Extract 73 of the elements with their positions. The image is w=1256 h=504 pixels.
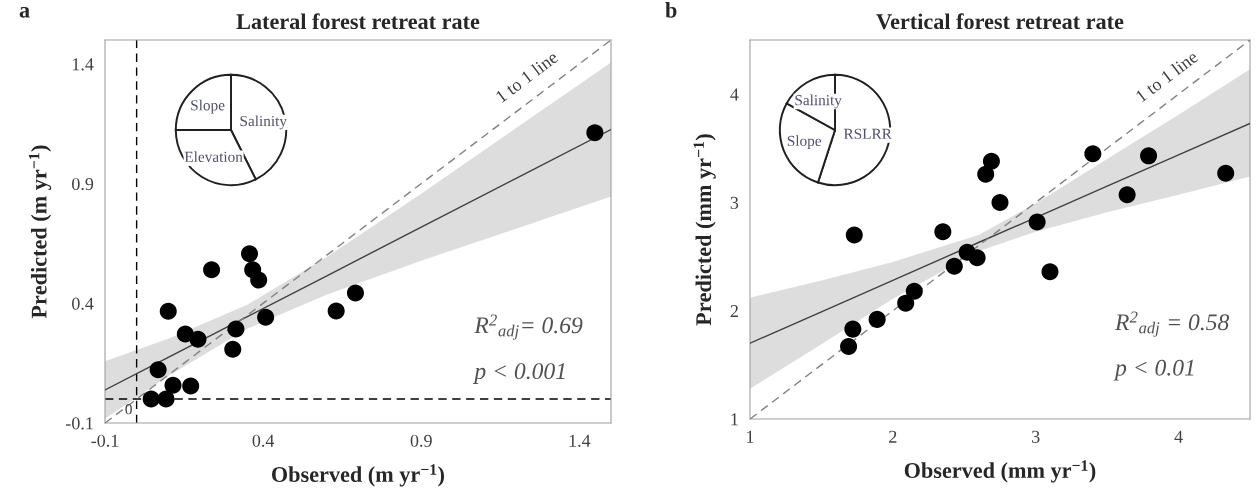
- line-series: [105, 128, 611, 391]
- point: [868, 310, 886, 328]
- point: [224, 340, 242, 358]
- ref-line-label: 0: [125, 404, 132, 415]
- y-tick-label: 4: [730, 88, 739, 101]
- annotation: p < 0.001: [473, 363, 565, 384]
- point: [142, 390, 160, 408]
- x-axis-title: Observed (mm yr$^{−1}$): [904, 460, 1096, 483]
- annotation: 1 to 1 line: [1134, 49, 1199, 103]
- point: [346, 284, 364, 302]
- point: [1084, 145, 1102, 163]
- y-tick-label: 0.4: [72, 297, 94, 310]
- y-axis-title: Predicted (mm yr$^{−1}$): [693, 134, 716, 326]
- annotation: 1 to 1 line: [494, 50, 559, 103]
- point: [1118, 186, 1136, 204]
- point: [149, 361, 167, 379]
- point: [159, 302, 177, 320]
- slice-label: Salinity: [795, 94, 842, 109]
- point: [897, 294, 915, 312]
- x-tick-label: 0.9: [410, 434, 432, 447]
- x-tick-label: 2: [889, 430, 897, 443]
- y-axis-title: Predicted (m yr$^{−1}$): [28, 145, 52, 319]
- x-tick-label: -0.1: [91, 434, 119, 447]
- point: [982, 152, 1000, 170]
- x-axis-title: Observed (m yr$^{−1}$): [271, 464, 444, 487]
- point: [845, 226, 863, 244]
- point: [227, 320, 245, 338]
- slice-label: RSLRR: [843, 128, 892, 140]
- point: [1028, 213, 1046, 231]
- annotation: p < 0.01: [1113, 359, 1194, 381]
- point: [182, 377, 200, 395]
- point: [257, 308, 275, 326]
- point: [934, 223, 952, 241]
- point: [327, 302, 345, 320]
- point: [189, 330, 207, 348]
- slice-label: Slope: [191, 99, 225, 114]
- point: [250, 271, 268, 289]
- point: [991, 193, 1009, 211]
- x-tick-label: 1.4: [569, 434, 591, 447]
- y-tick-label: 0.9: [72, 177, 94, 191]
- text: a: [19, 6, 30, 18]
- x-tick-label: 4: [1174, 430, 1183, 443]
- annotation: R$^{2}$$_{adj}$= 0.69: [474, 314, 583, 340]
- point: [840, 337, 858, 355]
- annotation: R$^{2}$$_{adj}$ = 0.58: [1114, 311, 1230, 337]
- line-series: [750, 122, 1250, 344]
- slice-label: Salinity: [240, 115, 287, 130]
- chart-title: Vertical forest retreat rate: [876, 13, 1124, 30]
- point: [977, 165, 995, 183]
- point: [844, 320, 862, 338]
- point: [1041, 263, 1059, 281]
- y-tick-label: 1.4: [72, 58, 94, 71]
- point: [1217, 164, 1235, 182]
- y-tick-label: 3: [730, 196, 739, 209]
- y-tick-label: -0.1: [65, 417, 93, 430]
- x-tick-label: 3: [1032, 430, 1040, 443]
- x-tick-label: 0.4: [252, 434, 275, 447]
- y-tick-label: 1: [731, 413, 738, 426]
- point: [203, 261, 221, 279]
- point: [241, 245, 259, 263]
- x-tick-label: 1: [747, 430, 754, 443]
- slice-label: Elevation: [184, 151, 243, 163]
- point: [164, 376, 182, 394]
- point: [945, 257, 963, 275]
- point: [905, 282, 923, 300]
- point: [157, 390, 175, 408]
- slice-label: Slope: [787, 135, 822, 150]
- point: [586, 124, 604, 142]
- point: [1140, 147, 1158, 165]
- text: b: [665, 2, 677, 18]
- chart-title: Lateral forest retreat rate: [236, 13, 480, 30]
- point: [968, 249, 986, 267]
- y-tick-label: 2: [730, 305, 738, 317]
